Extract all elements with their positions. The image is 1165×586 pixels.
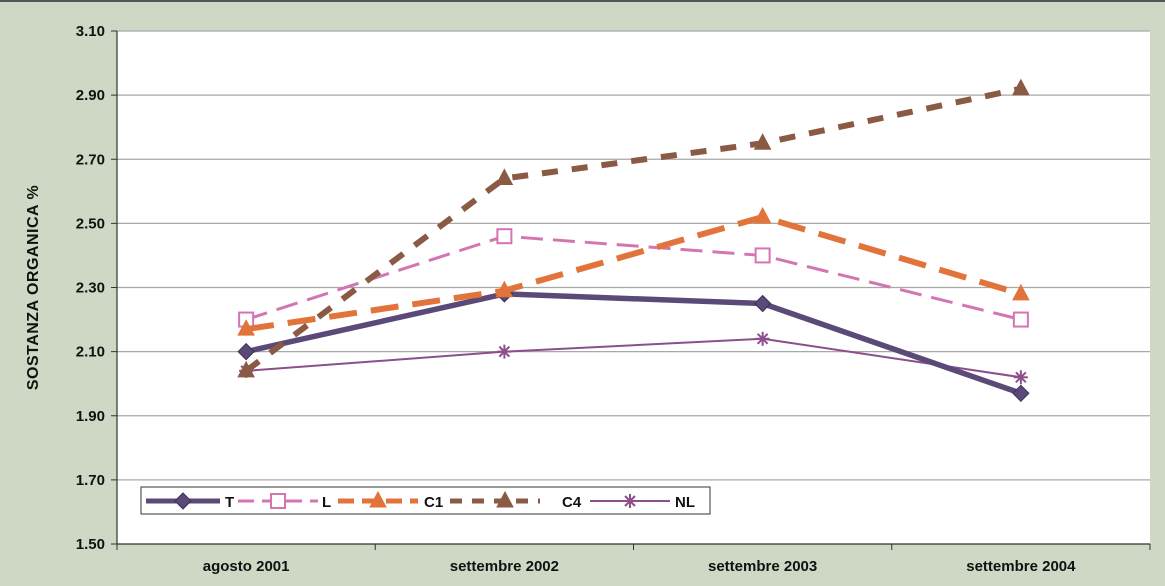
y-tick-label: 2.30 bbox=[76, 280, 105, 297]
y-tick-label: 1.90 bbox=[76, 408, 105, 425]
y-tick-label: 3.10 bbox=[76, 23, 105, 40]
data-point-c1 bbox=[495, 280, 514, 298]
series-c4 bbox=[237, 78, 1030, 378]
legend-marker bbox=[174, 492, 192, 510]
data-point-nl bbox=[497, 344, 512, 359]
legend-marker bbox=[623, 494, 637, 508]
data-point-nl bbox=[1013, 370, 1028, 385]
data-point-t bbox=[1012, 384, 1030, 403]
data-point-t bbox=[237, 342, 255, 361]
data-point-l bbox=[496, 228, 513, 245]
x-tick-label: settembre 2004 bbox=[966, 558, 1076, 575]
legend-item-c4: C4 bbox=[450, 490, 582, 511]
data-point-l bbox=[754, 247, 771, 264]
y-tick-label: 2.70 bbox=[76, 151, 105, 168]
y-tick-label: 1.70 bbox=[76, 472, 105, 489]
legend-label: C1 bbox=[424, 494, 443, 511]
legend-label: L bbox=[322, 494, 331, 511]
x-tick-label: settembre 2002 bbox=[450, 558, 559, 575]
legend-item-l: L bbox=[238, 493, 331, 511]
data-point-c1 bbox=[753, 206, 772, 224]
marker-stroke bbox=[624, 495, 636, 507]
legend-item-nl: NL bbox=[590, 494, 695, 511]
legend-marker bbox=[496, 490, 514, 508]
series-line-c1 bbox=[245, 213, 1022, 333]
y-tick-label: 2.10 bbox=[76, 344, 105, 361]
x-tick-label: settembre 2003 bbox=[708, 558, 817, 575]
legend-label: NL bbox=[675, 494, 695, 511]
y-tick-label: 1.50 bbox=[76, 536, 105, 553]
data-point-c4 bbox=[237, 360, 255, 378]
legend-marker bbox=[369, 490, 387, 508]
marker-stroke bbox=[1015, 371, 1027, 383]
data-point-c4 bbox=[1012, 78, 1030, 96]
x-tick-label: agosto 2001 bbox=[203, 558, 290, 575]
legend-label: T bbox=[225, 494, 234, 511]
marker-stroke bbox=[756, 333, 769, 345]
y-tick-label: 2.50 bbox=[76, 215, 105, 232]
series-line-t bbox=[245, 291, 1022, 396]
legend-marker bbox=[270, 493, 286, 509]
data-point-c4 bbox=[753, 133, 772, 150]
legend-item-c1: C1 bbox=[338, 490, 443, 511]
data-point-c1 bbox=[1012, 283, 1030, 301]
data-point-c4 bbox=[495, 168, 514, 185]
y-tick-label: 2.90 bbox=[76, 87, 105, 104]
data-point-l bbox=[1012, 311, 1029, 328]
data-point-nl bbox=[755, 331, 770, 346]
legend: T L C1 C4 NL bbox=[140, 486, 711, 515]
series-line-c4 bbox=[244, 85, 1022, 374]
legend-label: C4 bbox=[562, 494, 582, 511]
data-point-t bbox=[753, 294, 772, 313]
data-point-c1 bbox=[237, 319, 255, 336]
series-c1 bbox=[237, 206, 1030, 336]
legend-item-t: T bbox=[146, 492, 234, 511]
top-rule bbox=[0, 0, 1165, 2]
series-line-nl bbox=[246, 337, 1022, 379]
y-axis-title: SOSTANZA ORGANICA % bbox=[25, 185, 42, 390]
marker-stroke bbox=[498, 345, 511, 358]
